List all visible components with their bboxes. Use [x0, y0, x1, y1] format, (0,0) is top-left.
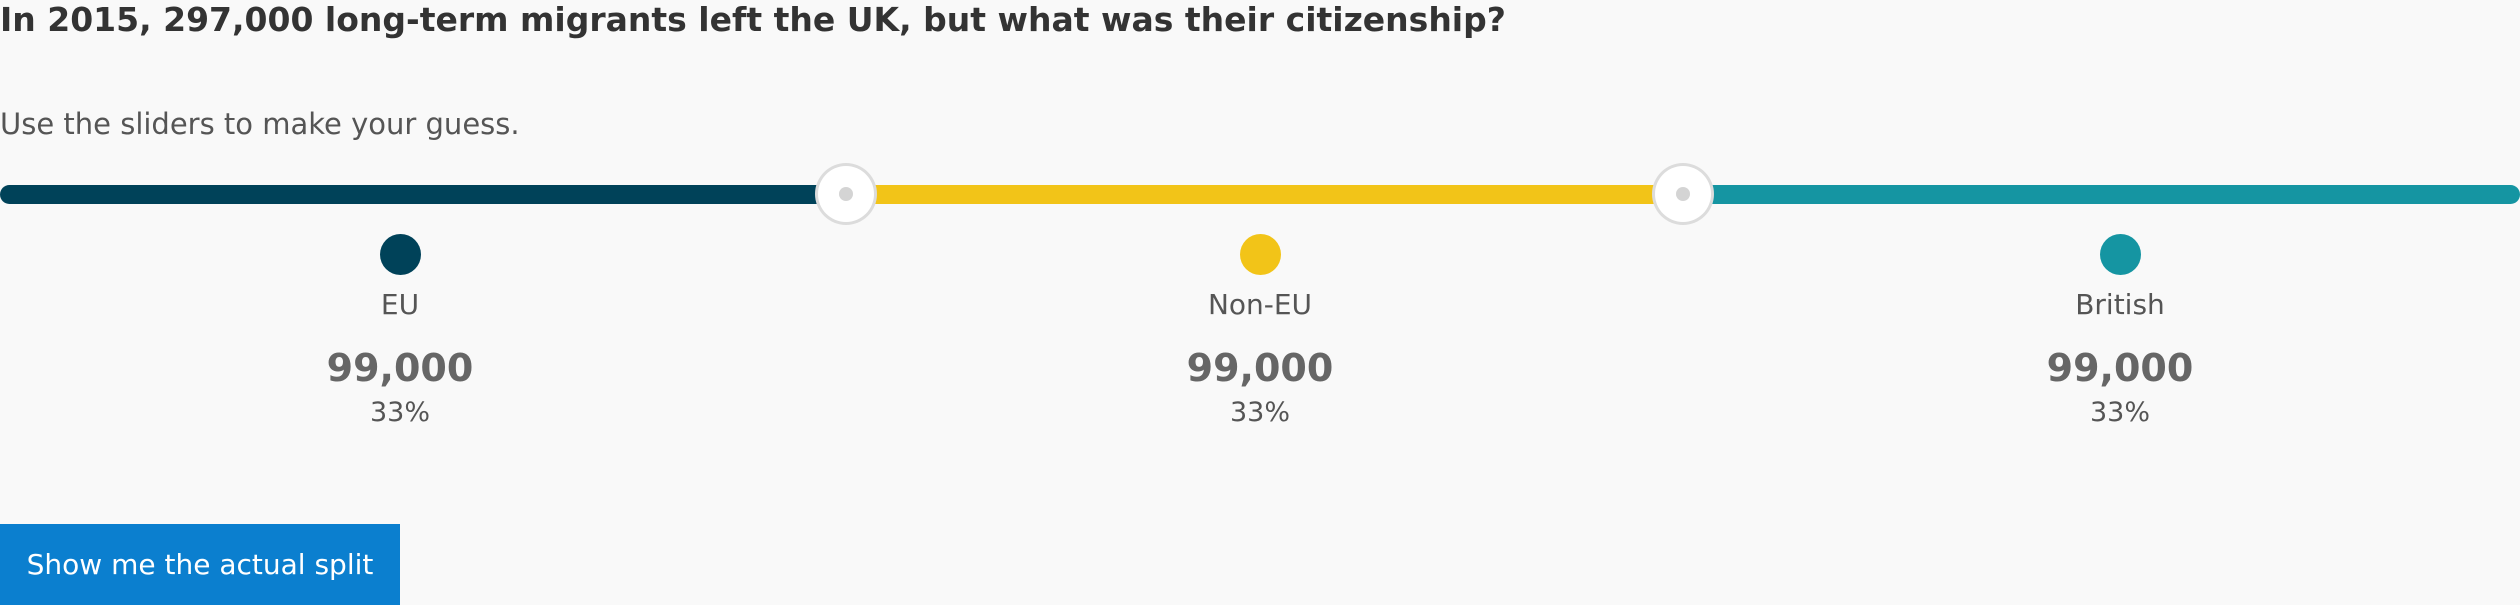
question-heading: In 2015, 297,000 long-term migrants left…: [0, 0, 1506, 39]
non-eu-swatch-icon: [1239, 234, 1281, 275]
category-label: British: [2075, 288, 2165, 321]
split-slider[interactable]: [0, 166, 2520, 222]
british-swatch-icon: [2099, 234, 2141, 275]
eu-segment: [0, 185, 860, 204]
non-eu-segment: [830, 185, 1690, 204]
category-value: 99,000: [326, 346, 474, 390]
category-value: 99,000: [2046, 346, 2194, 390]
slider-handle-non-eu-british[interactable]: [1655, 166, 1711, 222]
handle-grip-icon: [839, 187, 853, 201]
category-british: British 99,000 33%: [1920, 232, 2320, 433]
category-label: EU: [380, 288, 420, 321]
category-percent: 33%: [1229, 397, 1290, 428]
category-non-eu: Non-EU 99,000 33%: [1060, 232, 1460, 433]
instruction-text: Use the sliders to make your guess.: [0, 107, 520, 141]
slider-handle-eu-non-eu[interactable]: [818, 166, 874, 222]
category-label: Non-EU: [1207, 288, 1313, 321]
category-percent: 33%: [2089, 397, 2150, 428]
category-percent: 33%: [369, 397, 430, 428]
show-actual-split-button[interactable]: Show me the actual split: [0, 524, 400, 605]
eu-swatch-icon: [379, 234, 421, 275]
category-value: 99,000: [1186, 346, 1334, 390]
handle-grip-icon: [1676, 187, 1690, 201]
british-segment: [1660, 185, 2520, 204]
category-eu: EU 99,000 33%: [200, 232, 600, 433]
